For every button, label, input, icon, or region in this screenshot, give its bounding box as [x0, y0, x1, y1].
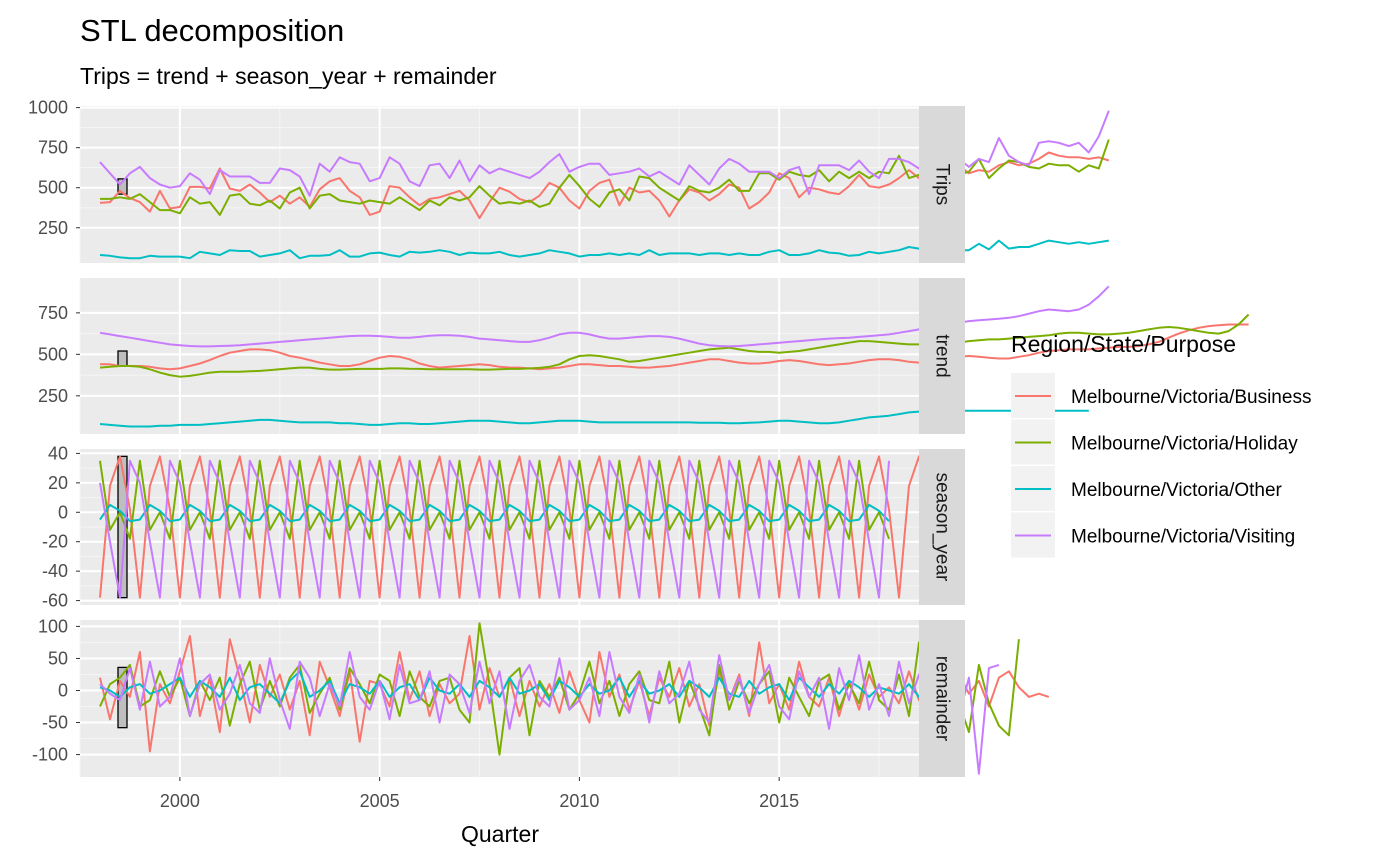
series-line-3	[99, 503, 890, 523]
facet-strip-label: remainder	[932, 656, 953, 742]
y-tick-label: 20	[48, 473, 68, 493]
legend: Region/State/Purpose Melbourne/Victoria/…	[1011, 331, 1311, 558]
series-line-2	[99, 313, 1250, 378]
facet-strip	[919, 278, 965, 434]
x-tick-label: 2005	[360, 791, 400, 811]
x-tick-label: 2010	[559, 791, 599, 811]
facet-strip	[919, 620, 965, 777]
y-tick-label: 1000	[28, 98, 68, 118]
series-line-1	[99, 455, 930, 599]
y-tick-label: 40	[48, 443, 68, 463]
y-tick-label: 250	[38, 218, 68, 238]
scale-bar	[117, 350, 128, 367]
facet-strip	[919, 106, 965, 263]
y-tick-label: 500	[38, 344, 68, 364]
y-tick-label: 250	[38, 386, 68, 406]
x-tick-label: 2015	[759, 791, 799, 811]
series-line-2	[99, 459, 890, 540]
y-tick-label: 100	[38, 616, 68, 636]
facet-strip-label: season_year	[932, 473, 953, 582]
panel-Trips: 1000 750 500 250 Trips	[28, 98, 1110, 263]
legend-label: Melbourne/Victoria/Visiting	[1071, 527, 1295, 548]
y-tick-label: -100	[32, 745, 68, 765]
x-axis: 2000 2005 2010 2015	[160, 777, 799, 811]
facet-strip	[919, 449, 965, 605]
y-tick-label: -60	[42, 591, 68, 611]
panel-season_year: 40 20 0 -20 -40 -60 season_year	[42, 443, 965, 611]
panel-trend: 750 500 250 trend	[38, 278, 1250, 434]
series-line-1	[100, 323, 1249, 371]
series-line-4	[99, 651, 1000, 775]
y-tick-label: 750	[38, 138, 68, 158]
panel-background	[80, 278, 919, 434]
y-tick-label: 0	[58, 680, 68, 700]
y-tick-label: -40	[42, 561, 68, 581]
series-line-1	[99, 635, 1050, 753]
y-tick-label: 0	[58, 502, 68, 522]
x-tick-label: 2000	[160, 791, 200, 811]
y-tick-label: 500	[38, 178, 68, 198]
y-tick-label: 750	[38, 303, 68, 323]
y-tick-label: -20	[42, 532, 68, 552]
facet-panels: 1000750500250Trips750500250trend40200-20…	[28, 98, 1250, 777]
scale-bar	[117, 455, 128, 599]
facet-strip-label: Trips	[932, 164, 953, 206]
chart-title: STL decomposition	[80, 13, 344, 48]
panel-remainder: 100 50 0 -50 -100 remainder	[32, 616, 1050, 777]
legend-title: Region/State/Purpose	[1011, 331, 1236, 357]
legend-label: Melbourne/Victoria/Holiday	[1071, 434, 1298, 455]
series-line-2	[99, 622, 1020, 756]
series-line-4	[99, 459, 890, 599]
y-tick-label: -50	[42, 713, 68, 733]
facet-strip-label: trend	[932, 334, 953, 377]
legend-label: Melbourne/Victoria/Other	[1071, 480, 1283, 501]
x-axis-title: Quarter	[461, 821, 539, 847]
scale-bar	[117, 666, 128, 729]
chart-subtitle: Trips = trend + season_year + remainder	[80, 63, 497, 89]
scale-bar	[117, 178, 128, 195]
series-line-3	[99, 670, 950, 705]
legend-label: Melbourne/Victoria/Business	[1071, 387, 1311, 408]
y-tick-label: 50	[48, 648, 68, 668]
